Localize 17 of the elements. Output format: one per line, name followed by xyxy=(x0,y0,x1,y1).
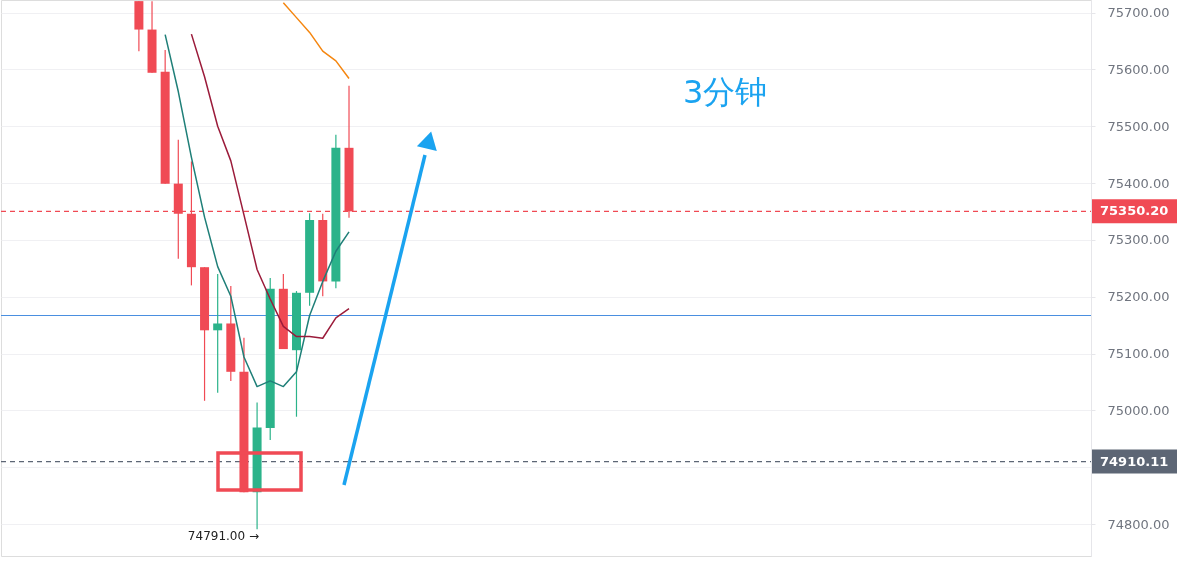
y-tick-label: 75600.00 xyxy=(1107,61,1170,77)
y-tick-label: 75500.00 xyxy=(1107,118,1170,134)
line-series xyxy=(164,33,350,388)
y-tick-label: 75100.00 xyxy=(1107,346,1170,362)
y-tick-label: 75000.00 xyxy=(1107,402,1170,418)
annotation: 3分钟 xyxy=(683,73,768,111)
y-tick-label: 75300.00 xyxy=(1107,232,1170,248)
candlestick xyxy=(213,273,223,394)
y-tick-label: 75400.00 xyxy=(1107,175,1170,191)
line-series xyxy=(282,2,350,80)
y-tick-label: 74800.00 xyxy=(1107,516,1170,532)
line-series xyxy=(190,33,350,340)
ref-line-label: 75350.20 xyxy=(1100,203,1169,219)
y-tick-label: 75200.00 xyxy=(1107,289,1170,305)
ref-line-label: 74910.11 xyxy=(1100,453,1169,469)
annotation: 74791.00 → xyxy=(187,529,259,543)
y-tick-label: 75700.00 xyxy=(1107,5,1170,21)
